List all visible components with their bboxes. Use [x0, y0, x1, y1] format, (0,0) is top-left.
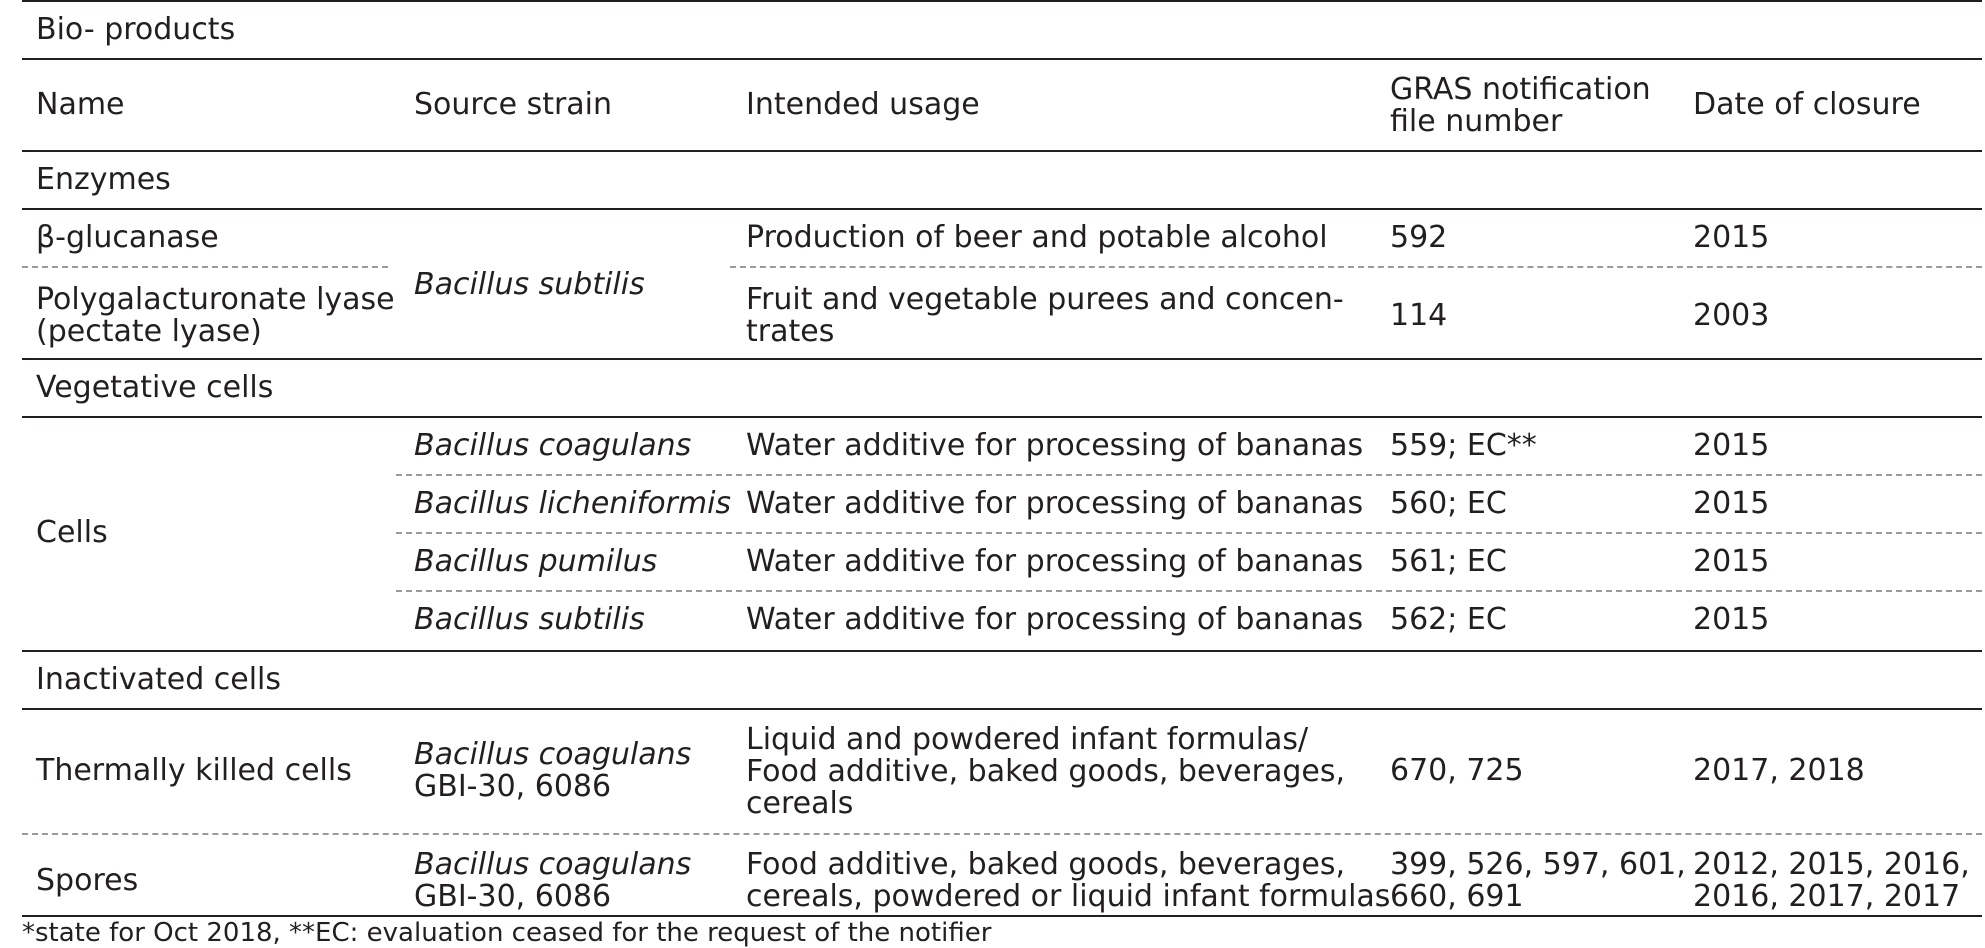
- inact-date-2-line1: 2012, 2015, 2016,: [1693, 847, 1970, 882]
- inact-gras-2-line2: 660, 691: [1390, 879, 1524, 914]
- vegetative-name: Cells: [36, 515, 108, 550]
- veg-date-1: 2015: [1693, 428, 1770, 463]
- dash-enzyme-rest: [730, 266, 1982, 268]
- section-inactivated: Inactivated cells: [36, 662, 282, 697]
- enzyme-usage-2-line2: trates: [746, 314, 835, 349]
- inact-name-1: Thermally killed cells: [36, 753, 352, 788]
- veg-gras-4: 562; EC: [1390, 602, 1507, 637]
- inact-source-1-line1: Bacillus coagulans: [414, 737, 692, 772]
- veg-usage-3: Water additive for processing of bananas: [746, 544, 1364, 579]
- section-enzymes: Enzymes: [36, 162, 171, 197]
- veg-usage-2: Water additive for processing of bananas: [746, 486, 1364, 521]
- table-title: Bio- products: [36, 12, 236, 47]
- header-source: Source strain: [414, 87, 613, 122]
- enzyme-name-1: β-glucanase: [36, 220, 219, 255]
- inact-usage-2-line1: Food additive, baked goods, beverages,: [746, 847, 1346, 882]
- rule-bottom: [22, 915, 1982, 917]
- enzyme-usage-1: Production of beer and potable alcohol: [746, 220, 1328, 255]
- dash-veg-1: [396, 474, 1982, 476]
- header-gras-line2: file number: [1390, 104, 1563, 139]
- inact-usage-1-line2: Food additive, baked goods, beverages,: [746, 754, 1346, 789]
- enzyme-source: Bacillus subtilis: [414, 267, 645, 302]
- enzyme-gras-2: 114: [1390, 298, 1448, 333]
- inact-source-1-line2: GBI-30, 6086: [414, 769, 612, 804]
- rule-after-inactivated: [22, 708, 1982, 710]
- inact-date-1: 2017, 2018: [1693, 753, 1865, 788]
- veg-source-1: Bacillus coagulans: [414, 428, 692, 463]
- inact-name-2: Spores: [36, 863, 139, 898]
- veg-gras-3: 561; EC: [1390, 544, 1507, 579]
- rule-after-enzymes: [22, 208, 1982, 210]
- dash-enzyme-name: [22, 266, 388, 268]
- enzyme-usage-2-line1: Fruit and vegetable purees and concen-: [746, 282, 1344, 317]
- rule-before-vegetative: [22, 358, 1982, 360]
- header-name: Name: [36, 87, 125, 122]
- inact-usage-2-line2: cereals, powdered or liquid infant formu…: [746, 879, 1391, 914]
- enzyme-name-2-line2: (pectate lyase): [36, 314, 262, 349]
- enzyme-date-1: 2015: [1693, 220, 1770, 255]
- rule-after-header: [22, 150, 1982, 152]
- table-footnote: *state for Oct 2018, **EC: evaluation ce…: [22, 918, 992, 948]
- rule-before-inactivated: [22, 650, 1982, 652]
- veg-gras-2: 560; EC: [1390, 486, 1507, 521]
- veg-source-3: Bacillus pumilus: [414, 544, 658, 579]
- inact-source-2-line2: GBI-30, 6086: [414, 879, 612, 914]
- veg-usage-4: Water additive for processing of bananas: [746, 602, 1364, 637]
- inact-source-2-line1: Bacillus coagulans: [414, 847, 692, 882]
- dash-veg-3: [396, 590, 1982, 592]
- rule-after-vegetative: [22, 416, 1982, 418]
- inact-usage-1-line1: Liquid and powdered infant formulas/: [746, 722, 1309, 757]
- veg-date-4: 2015: [1693, 602, 1770, 637]
- enzyme-gras-1: 592: [1390, 220, 1448, 255]
- veg-date-2: 2015: [1693, 486, 1770, 521]
- veg-usage-1: Water additive for processing of bananas: [746, 428, 1364, 463]
- dash-inactivated: [22, 833, 1982, 835]
- inact-gras-2-line1: 399, 526, 597, 601,: [1390, 847, 1686, 882]
- inact-usage-1-line3: cereals: [746, 786, 854, 821]
- dash-veg-2: [396, 532, 1982, 534]
- veg-source-2: Bacillus licheniformis: [414, 486, 732, 521]
- enzyme-date-2: 2003: [1693, 298, 1770, 333]
- header-usage: Intended usage: [746, 87, 980, 122]
- inact-gras-1: 670, 725: [1390, 753, 1524, 788]
- veg-date-3: 2015: [1693, 544, 1770, 579]
- enzyme-name-2-line1: Polygalacturonate lyase: [36, 282, 395, 317]
- rule-after-title: [22, 58, 1982, 60]
- rule-top: [22, 0, 1982, 2]
- header-date: Date of closure: [1693, 87, 1921, 122]
- bio-products-table: Bio- products Name Source strain Intende…: [22, 0, 1982, 948]
- section-vegetative: Vegetative cells: [36, 370, 274, 405]
- header-gras-line1: GRAS notification: [1390, 72, 1651, 107]
- veg-source-4: Bacillus subtilis: [414, 602, 645, 637]
- veg-gras-1: 559; EC**: [1390, 428, 1537, 463]
- inact-date-2-line2: 2016, 2017, 2017: [1693, 879, 1961, 914]
